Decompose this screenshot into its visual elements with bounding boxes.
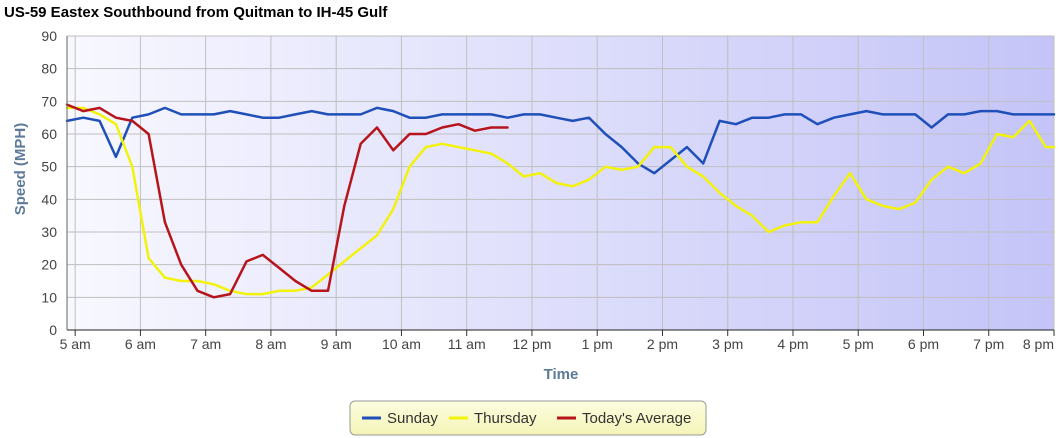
y-tick-label: 20: [41, 257, 57, 273]
legend-label-thursday[interactable]: Thursday: [474, 410, 537, 427]
x-tick-label: 8 pm: [1023, 336, 1054, 352]
legend-label-today-s-average[interactable]: Today's Average: [582, 410, 691, 427]
x-tick-label: 4 pm: [777, 336, 808, 352]
y-tick-label: 60: [41, 126, 57, 142]
chart-title: US-59 Eastex Southbound from Quitman to …: [4, 4, 388, 21]
y-tick-label: 10: [41, 289, 57, 305]
x-tick-label: 1 pm: [582, 336, 613, 352]
tick-labels: 0 10 20 30 40 50 60 70 80 90 5 am 6 am 7 am 8 am 9 am 1…: [41, 28, 1055, 352]
x-tick-label: 2 pm: [647, 336, 678, 352]
x-tick-label: 6 am: [125, 336, 156, 352]
grid: [67, 35, 1055, 330]
x-tick-label: 3 pm: [712, 336, 743, 352]
y-tick-label: 30: [41, 224, 57, 240]
x-tick-label: 11 am: [448, 336, 486, 352]
legend-box: [349, 400, 707, 436]
y-axis-title: Speed (MPH): [12, 123, 29, 216]
x-tick-label: 7 am: [190, 336, 221, 352]
x-tick-label: 6 pm: [908, 336, 939, 352]
y-tick-label: 70: [41, 93, 57, 109]
x-tick-label: 12 pm: [512, 336, 551, 352]
y-tick-label: 80: [41, 61, 57, 77]
y-tick-label: 40: [41, 191, 57, 207]
y-tick-label: 0: [49, 322, 57, 338]
legend: Sunday Thursday Today's Average: [349, 400, 707, 436]
y-tick-label: 90: [41, 28, 57, 44]
legend-label-sunday[interactable]: Sunday: [387, 410, 438, 427]
x-tick-label: 9 am: [321, 336, 352, 352]
x-tick-label: 8 am: [255, 336, 286, 352]
x-tick-label: 5 pm: [843, 336, 874, 352]
x-tick-label: 7 pm: [973, 336, 1004, 352]
series-line-sunday: [65, 106, 1056, 175]
series-line-today-s-average: [65, 103, 509, 299]
x-tick-label: 10 am: [382, 336, 421, 352]
x-tick-label: 5 am: [60, 336, 91, 352]
y-tick-label: 50: [41, 159, 57, 175]
series-lines: [65, 103, 1056, 299]
x-axis-title: Time: [544, 366, 579, 383]
